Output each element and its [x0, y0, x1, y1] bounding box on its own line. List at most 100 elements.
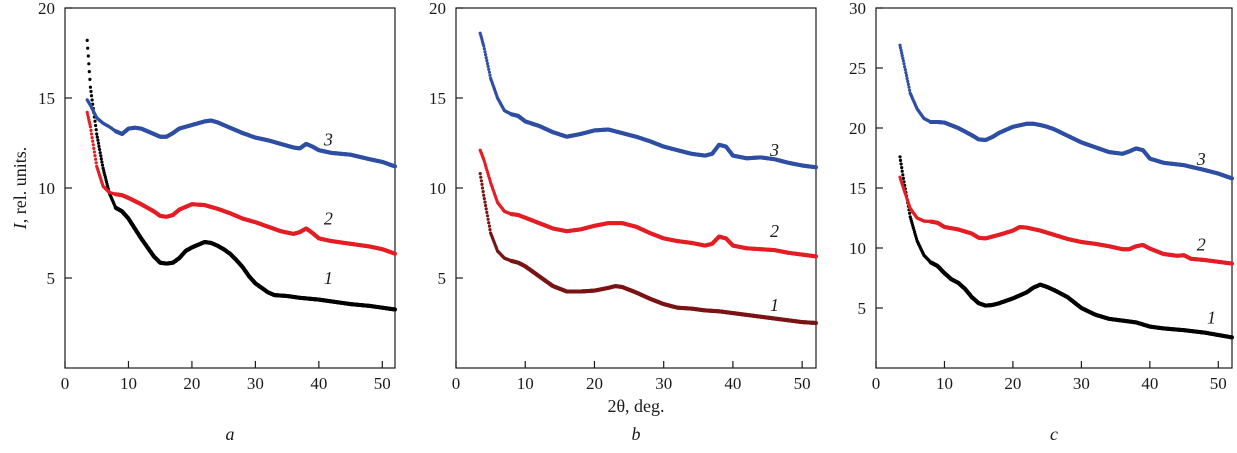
data-point [97, 144, 101, 148]
plot-frame [64, 7, 396, 369]
series-label-1: 1 [324, 268, 333, 288]
data-point [487, 70, 491, 74]
x-tick-label: 50 [1210, 374, 1227, 393]
data-point [88, 85, 92, 89]
data-point [1230, 335, 1234, 340]
y-tick-label: 5 [858, 299, 867, 318]
data-point [901, 173, 905, 177]
y-tick-label: 10 [38, 179, 55, 198]
data-point [88, 122, 92, 126]
data-point [484, 203, 488, 208]
series-1 [898, 155, 1234, 340]
x-tick-label: 10 [120, 374, 137, 393]
data-point [92, 150, 96, 154]
y-tick-label: 5 [438, 269, 447, 288]
data-point [478, 172, 482, 176]
data-point [904, 73, 909, 78]
data-point [905, 76, 909, 81]
y-tick-label: 15 [849, 179, 866, 198]
data-point [86, 115, 90, 119]
x-tick-label: 30 [655, 374, 672, 393]
data-point [814, 321, 818, 325]
data-point [814, 165, 818, 170]
data-point [100, 160, 104, 164]
data-point [903, 68, 907, 72]
data-point [393, 307, 397, 312]
data-point [90, 98, 94, 102]
data-point [899, 162, 903, 166]
x-tick-label: 30 [1073, 374, 1090, 393]
data-point [484, 207, 488, 211]
data-point [483, 200, 487, 204]
data-point [814, 254, 818, 259]
data-point [88, 77, 92, 81]
data-point [901, 56, 905, 60]
series-1 [478, 172, 818, 325]
data-point [86, 46, 90, 50]
series-label-2: 2 [770, 221, 779, 241]
data-point [908, 88, 912, 92]
data-point [91, 139, 95, 143]
series-2 [478, 148, 818, 259]
data-point [487, 221, 491, 225]
data-point [87, 62, 91, 66]
data-point [903, 65, 907, 69]
y-tick-label: 5 [47, 269, 56, 288]
data-point [482, 197, 486, 201]
data-point [89, 89, 93, 94]
series-1 [85, 38, 397, 312]
y-tick-label: 15 [38, 89, 55, 108]
data-point [899, 48, 903, 53]
data-point [479, 175, 483, 179]
series-label-3: 3 [323, 129, 333, 149]
y-tick-label: 25 [849, 59, 866, 78]
data-point [481, 190, 485, 194]
y-tick-label: 20 [429, 0, 446, 18]
data-point [900, 54, 904, 58]
data-point [1230, 176, 1234, 181]
data-point [85, 38, 89, 43]
panel-letter: b [632, 424, 641, 444]
data-point [480, 182, 484, 186]
data-point [898, 43, 902, 47]
x-tick-label: 20 [1004, 374, 1021, 393]
x-tick-label: 0 [61, 374, 70, 393]
y-tick-label: 20 [849, 119, 866, 138]
series-3 [85, 98, 397, 169]
x-tick-label: 20 [183, 374, 200, 393]
data-point [1230, 261, 1234, 266]
data-point [484, 56, 488, 60]
y-tick-label: 15 [429, 89, 446, 108]
data-point [89, 94, 94, 98]
data-point [94, 157, 98, 161]
data-point [908, 211, 912, 215]
data-point [93, 154, 97, 158]
x-tick-label: 0 [872, 374, 881, 393]
data-point [95, 132, 99, 136]
data-point [99, 154, 103, 158]
series-label-2: 2 [1197, 234, 1206, 254]
x-tick-label: 40 [724, 374, 741, 393]
series-2 [898, 175, 1234, 266]
x-tick-label: 50 [794, 374, 811, 393]
plot-frame [875, 7, 1233, 369]
data-point [900, 169, 904, 173]
plot-frame [455, 7, 817, 369]
y-tick-label: 20 [38, 0, 55, 18]
data-point [86, 54, 90, 58]
data-point [898, 46, 903, 50]
x-tick-label: 50 [374, 374, 391, 393]
data-point [87, 118, 91, 122]
data-point [94, 161, 98, 165]
data-point [96, 138, 100, 142]
data-point [89, 132, 94, 136]
series-label-1: 1 [770, 295, 779, 315]
series-label-2: 2 [324, 209, 333, 229]
y-tick-label: 10 [849, 239, 866, 258]
data-point [87, 70, 91, 74]
data-point [94, 123, 98, 128]
